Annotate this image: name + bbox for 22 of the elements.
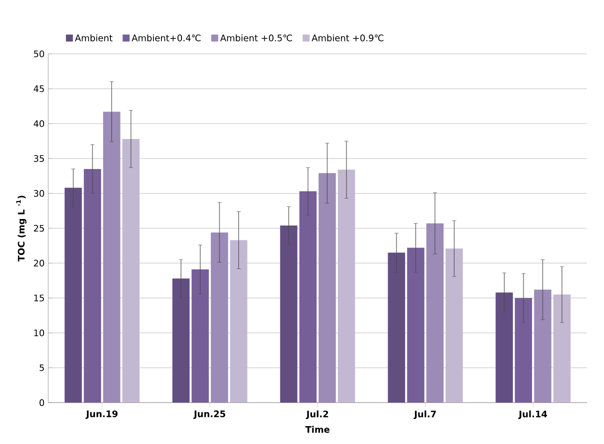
y-axis-title: TOC (mg L $^{-1}$) [16,196,26,262]
legend-label: Ambient+0.4℃ [132,34,201,42]
x-tick-label: Jun.25 [193,410,226,419]
y-tick-label: 0 [40,399,44,406]
y-tick-label: 40 [34,120,44,128]
y-tick-label: 35 [34,155,44,162]
legend-label: Ambient +0.9℃ [312,34,384,42]
y-tick-label: 10 [34,330,44,336]
y-tick-label: 30 [34,190,44,197]
x-tick-label: Jul.14 [518,410,548,420]
y-tick-label: 20 [34,260,44,267]
x-tick-label: Jul.2 [306,410,328,420]
legend-label: Ambient [74,34,112,42]
y-tick-label: 5 [40,364,44,372]
legend-label: Ambient +0.5℃ [220,34,292,42]
y-tick-label: 25 [34,224,44,232]
y-tick-label: 15 [34,294,44,302]
y-tick-label: 50 [34,50,44,58]
x-axis-title: Time [305,426,330,433]
y-tick-label: 45 [34,86,44,92]
x-tick-label: Jul.7 [414,410,436,420]
x-tick-label: Jun.19 [86,410,118,419]
